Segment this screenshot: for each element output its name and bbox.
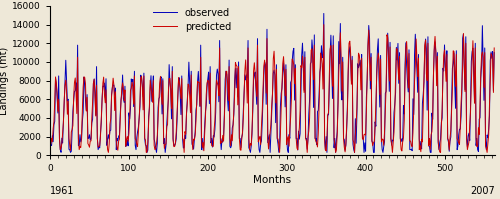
observed [399, 138, 405, 140]
predicted [92, 95, 98, 97]
Y-axis label: Landings (mt): Landings (mt) [0, 47, 10, 115]
observed [297, 133, 303, 135]
observed [491, 51, 497, 54]
observed [321, 12, 327, 15]
observed [93, 114, 99, 116]
Text: 2007: 2007 [470, 186, 495, 196]
observed [317, 71, 323, 73]
predicted [106, 151, 112, 154]
observed [284, 138, 290, 141]
observed [68, 151, 73, 154]
X-axis label: Months: Months [254, 175, 292, 185]
predicted [284, 143, 290, 146]
predicted [297, 108, 303, 111]
predicted [207, 72, 213, 74]
predicted [491, 47, 497, 49]
predicted [321, 23, 327, 26]
Legend: observed, predicted: observed, predicted [153, 8, 231, 32]
Line: observed: observed [50, 14, 494, 152]
observed [207, 65, 213, 68]
Line: predicted: predicted [50, 25, 494, 152]
predicted [317, 75, 323, 77]
Text: 1961: 1961 [50, 186, 74, 196]
predicted [399, 150, 405, 152]
observed [47, 148, 53, 151]
predicted [47, 141, 53, 143]
